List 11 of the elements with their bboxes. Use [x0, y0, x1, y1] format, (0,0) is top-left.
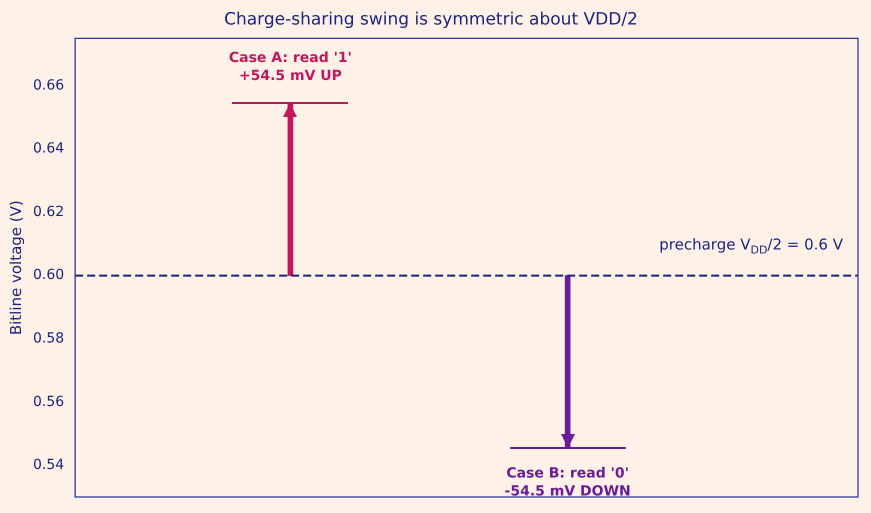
y-tick-label: 0.64 [33, 140, 64, 157]
chart-title: Charge-sharing swing is symmetric about VDD/2 [224, 10, 638, 30]
y-axis-title: Bitline voltage (V) [6, 200, 25, 336]
y-tick-label: 0.62 [33, 204, 64, 220]
y-tick-label: 0.58 [33, 330, 64, 347]
data-label: Case A: read '1' +54.5 mV UP [228, 50, 352, 84]
y-tick-label: 0.66 [33, 77, 64, 94]
y-tick-label: 0.60 [33, 267, 64, 284]
data-label: Case B: read '0' -54.5 mV DOWN [504, 466, 631, 500]
y-tick-label: 0.56 [33, 394, 64, 410]
y-tick-label: 0.54 [33, 457, 64, 474]
